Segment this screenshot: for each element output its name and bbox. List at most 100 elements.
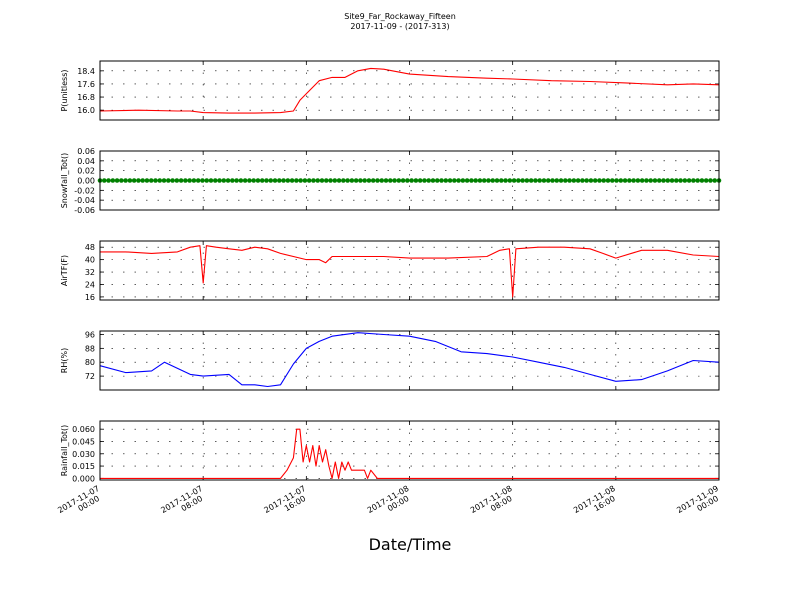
data-point: [622, 178, 628, 183]
data-point: [341, 178, 346, 183]
data-point: [584, 178, 589, 183]
y-tick-label: 0.000: [72, 474, 95, 483]
series-line: [100, 245, 720, 298]
data-point: [712, 178, 718, 183]
data-point: [302, 178, 308, 183]
y-axis-label: Snowfall_Tot(): [60, 153, 69, 209]
data-point: [392, 178, 397, 183]
data-point: [276, 178, 282, 183]
data-point: [315, 178, 321, 183]
data-point: [469, 178, 474, 183]
data-point: [609, 178, 615, 183]
data-point: [375, 178, 380, 183]
data-point: [221, 178, 227, 183]
axes-frame: [99, 330, 720, 391]
data-point: [699, 178, 705, 183]
y-tick-label: -0.06: [74, 206, 95, 215]
data-point: [166, 178, 171, 183]
data-point: [703, 178, 709, 183]
y-tick-label: 48: [85, 243, 95, 252]
data-point: [170, 178, 175, 183]
y-tick-label: 18.4: [77, 67, 95, 76]
axes-frame: [99, 60, 720, 121]
data-point: [328, 178, 333, 183]
y-tick-label: -0.04: [74, 196, 95, 205]
data-point: [234, 178, 239, 183]
data-point: [230, 178, 235, 183]
data-point: [460, 178, 466, 183]
y-tick-label: 16.8: [77, 93, 95, 102]
data-point: [106, 178, 111, 183]
data-point: [259, 178, 265, 183]
data-point: [208, 178, 214, 183]
data-point: [289, 178, 295, 183]
series-line: [99, 67, 720, 114]
data-point: [494, 178, 500, 183]
data-point: [370, 178, 376, 183]
data-point: [123, 178, 128, 183]
y-tick-label: 32: [85, 268, 95, 277]
data-point: [426, 178, 432, 183]
data-point: [592, 178, 598, 183]
data-point: [511, 178, 517, 183]
panel-1: 0.060.040.020.00-0.02-0.04-0.06 Snowfall_…: [60, 147, 722, 215]
y-tick-label: 80: [85, 358, 95, 367]
data-point: [264, 178, 269, 183]
data-point: [447, 178, 453, 183]
data-point: [597, 178, 602, 183]
data-point: [319, 178, 325, 183]
y-tick-label: 16.0: [77, 106, 95, 115]
series-line: [100, 428, 719, 479]
data-point: [456, 178, 461, 183]
data-point: [571, 178, 577, 183]
y-tick-label: 0.00: [77, 177, 95, 186]
data-point: [481, 178, 487, 183]
data-point: [507, 178, 513, 183]
data-point: [528, 178, 534, 183]
chart-subtitle: 2017-11-09 - (2017-313): [350, 22, 449, 31]
data-point: [656, 178, 662, 183]
data-point: [383, 178, 389, 183]
data-point: [430, 178, 436, 183]
data-point: [101, 178, 107, 183]
data-point: [349, 178, 355, 183]
data-point: [387, 178, 393, 183]
data-point: [200, 178, 205, 183]
data-point: [178, 178, 184, 183]
data-point: [405, 178, 410, 183]
data-point: [332, 178, 338, 183]
data-point: [195, 178, 201, 183]
data-point: [110, 178, 116, 183]
data-point: [204, 178, 210, 183]
data-point: [187, 178, 192, 183]
data-point: [563, 178, 568, 183]
data-point: [191, 178, 197, 183]
data-point: [157, 178, 163, 183]
data-point: [217, 178, 222, 183]
data-point: [554, 178, 560, 183]
data-point: [238, 178, 244, 183]
data-point: [618, 178, 624, 183]
data-point: [520, 178, 525, 183]
x-axis-label: Date/Time: [369, 535, 452, 554]
y-tick-label: 0.02: [77, 167, 95, 176]
data-point: [614, 178, 619, 183]
data-point: [648, 178, 653, 183]
data-point: [255, 178, 261, 183]
data-point: [358, 178, 363, 183]
data-point: [682, 178, 688, 183]
data-point: [639, 178, 645, 183]
data-point: [298, 178, 303, 183]
data-point: [516, 178, 521, 183]
y-tick-label: 0.045: [72, 437, 95, 446]
data-point: [708, 178, 713, 183]
y-tick-label: 17.6: [77, 80, 95, 89]
data-point: [148, 178, 154, 183]
chart-panels: 16.016.817.618.4P(unitless)0.060.040.020…: [60, 60, 722, 483]
data-point: [161, 178, 167, 183]
data-point: [247, 178, 252, 183]
data-point: [524, 178, 530, 183]
data-point: [366, 178, 372, 183]
